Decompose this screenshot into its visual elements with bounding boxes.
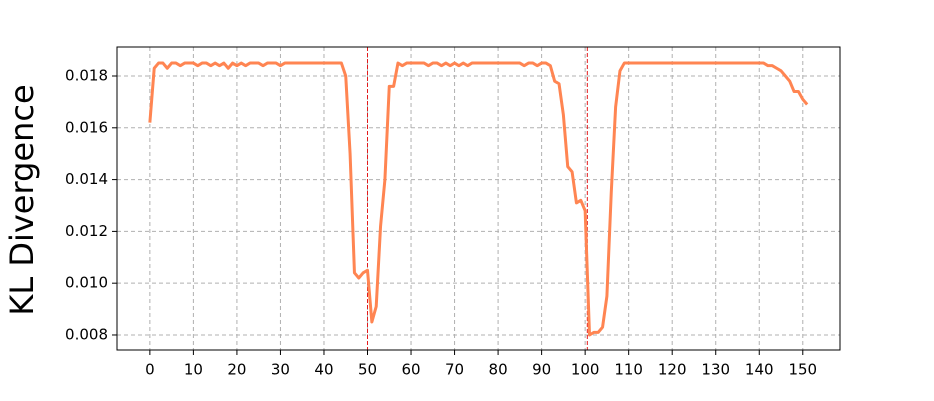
y-tick-label: 0.012 [65,222,108,240]
plot-frame [116,46,841,351]
y-tick-label: 0.010 [65,274,108,292]
x-tick-label: 20 [227,361,246,379]
x-tick-label: 40 [314,361,333,379]
y-axis-label: KL Divergence [3,84,41,315]
x-tick-label: 30 [271,361,290,379]
x-tick-label: 130 [701,361,730,379]
x-tick-label: 80 [489,361,508,379]
x-tick-label: 90 [532,361,551,379]
x-tick-label: 120 [658,361,687,379]
x-tick-label: 100 [571,361,600,379]
x-tick-label: 150 [788,361,817,379]
y-tick-label: 0.016 [65,118,108,136]
y-tick-label: 0.018 [65,67,108,85]
x-tick-label: 0 [145,361,155,379]
x-tick-label: 70 [445,361,464,379]
x-tick-label: 50 [358,361,377,379]
x-tick-label: 10 [184,361,203,379]
data-line [148,61,809,337]
x-tick-label: 110 [614,361,643,379]
x-tick-label: 140 [745,361,774,379]
y-tick-label: 0.008 [65,325,108,343]
y-tick-label: 0.014 [65,170,108,188]
x-tick-label: 60 [401,361,420,379]
